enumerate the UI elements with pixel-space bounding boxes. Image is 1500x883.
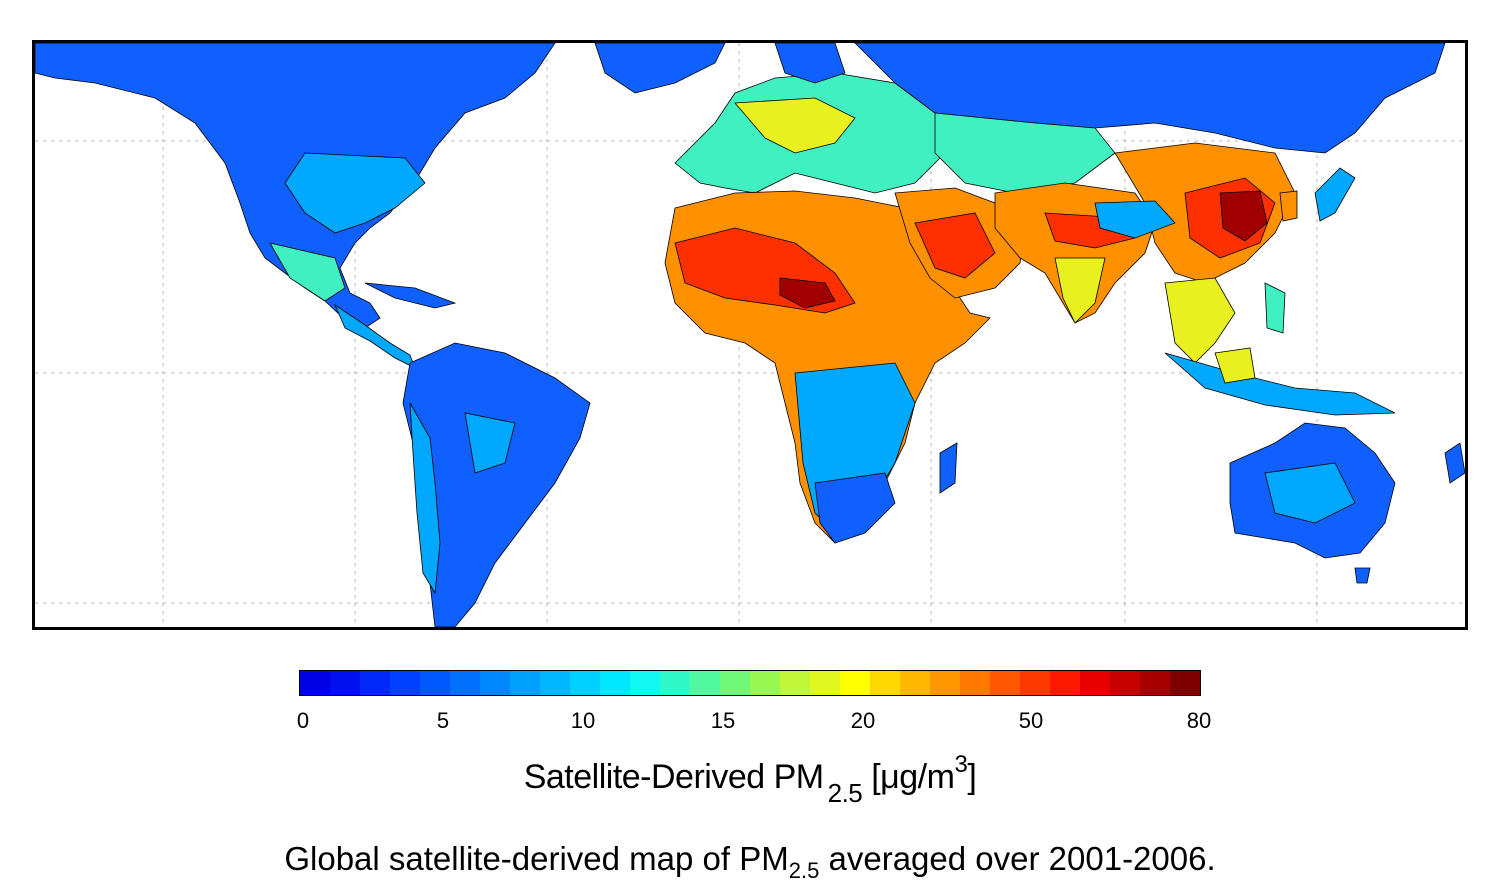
caption-text-before: Global satellite-derived map of PM (284, 840, 789, 877)
colorbar-swatch (300, 671, 330, 695)
colorbar-swatch (810, 671, 840, 695)
colorbar-swatch (420, 671, 450, 695)
caption-text-after: averaged over 2001-2006. (819, 840, 1216, 877)
caribbean (364, 282, 457, 309)
colorbar-swatch (1170, 671, 1200, 695)
colorbar-title-unit: g/m (899, 758, 955, 796)
colorbar-title: Satellite-Derived PM 2.5 [μg/m3] (0, 751, 1500, 808)
colorbar-tick-label: 80 (1186, 708, 1212, 733)
brazil-haze (464, 412, 516, 474)
colorbar-swatch (1080, 671, 1110, 695)
philippines (1264, 282, 1286, 334)
colorbar-title-main: Satellite-Derived PM (523, 758, 824, 796)
india-south (1054, 257, 1106, 324)
mexico-haze (269, 242, 346, 302)
north-america-east-haze (284, 152, 426, 234)
scandinavia (774, 43, 846, 84)
europe-haze (734, 97, 856, 154)
colorbar-swatch (870, 671, 900, 695)
colorbar-swatch (390, 671, 420, 695)
colorbar (299, 670, 1201, 696)
colorbar-swatch (660, 671, 690, 695)
korea (1279, 190, 1298, 222)
colorbar-swatch (1110, 671, 1140, 695)
colorbar-swatch (990, 671, 1020, 695)
colorbar-swatch (570, 671, 600, 695)
southeast-asia (1164, 277, 1236, 364)
colorbar-swatch (750, 671, 780, 695)
borneo (1214, 347, 1256, 384)
colorbar-swatch (510, 671, 540, 695)
colorbar-tick-label: 50 (1018, 708, 1044, 733)
colorbar-swatch (960, 671, 990, 695)
figure-caption: Global satellite-derived map of PM2.5 av… (0, 840, 1500, 883)
colorbar-tick-label: 15 (710, 708, 736, 733)
world-map (35, 43, 1465, 627)
tasmania (1354, 567, 1371, 584)
colorbar-title-unit-close: ] (967, 758, 977, 796)
colorbar-title-unit-open: [ (871, 758, 881, 796)
colorbar-swatch (360, 671, 390, 695)
arabian-haze (914, 212, 996, 279)
colorbar-swatch (1020, 671, 1050, 695)
colorbar-title-superscript: 3 (954, 751, 968, 778)
china-core (1219, 190, 1268, 242)
colorbar-swatch (930, 671, 960, 695)
colorbar-swatch (600, 671, 630, 695)
colorbar-tick-label: 5 (436, 708, 450, 733)
colorbar-swatch (780, 671, 810, 695)
japan (1314, 167, 1356, 222)
southern-africa (814, 472, 896, 544)
colorbar-swatch (840, 671, 870, 695)
colorbar-title-subscript: 2.5 (827, 778, 863, 808)
australia-interior (1264, 462, 1356, 524)
colorbar-swatch (1050, 671, 1080, 695)
sahara-hotspot (779, 277, 836, 309)
colorbar-title-mu: μ (880, 758, 900, 796)
madagascar (939, 442, 958, 494)
new-zealand (1444, 442, 1465, 484)
indonesia (1164, 352, 1396, 416)
colorbar-swatch (720, 671, 750, 695)
andes-haze (409, 402, 441, 595)
colorbar-tick-label: 0 (296, 708, 310, 733)
caption-subscript: 2.5 (788, 858, 820, 883)
colorbar-swatch (330, 671, 360, 695)
colorbar-swatch (630, 671, 660, 695)
colorbar-tick-label: 20 (850, 708, 876, 733)
colorbar-swatch (540, 671, 570, 695)
colorbar-swatch (450, 671, 480, 695)
central-asia (934, 112, 1116, 194)
colorbar-tick-label: 10 (570, 708, 596, 733)
colorbar-swatch (900, 671, 930, 695)
colorbar-swatch (1140, 671, 1170, 695)
map-frame (32, 40, 1468, 630)
colorbar-swatch (480, 671, 510, 695)
tibet (1094, 200, 1176, 239)
colorbar-swatch (690, 671, 720, 695)
greenland (594, 43, 726, 94)
